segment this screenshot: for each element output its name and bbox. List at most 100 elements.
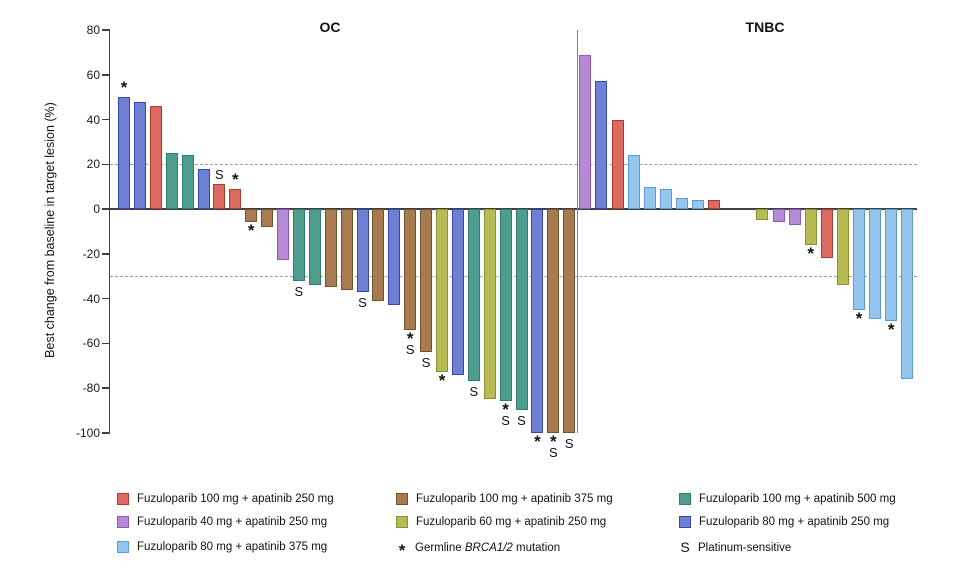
platinum-s-mark: S [421, 355, 431, 371]
y-tick-label: -40 [82, 291, 100, 306]
y-tick-label: 40 [86, 112, 100, 127]
brca-asterisk-mark: * [534, 431, 541, 451]
bar [261, 209, 274, 227]
bar [229, 188, 242, 209]
y-tick-label: -60 [82, 336, 100, 351]
legend-label: Fuzuloparib 40 mg + apatinib 250 mg [137, 516, 328, 528]
y-tick-mark [102, 432, 109, 434]
bar [869, 209, 882, 319]
legend-item: Fuzuloparib 80 mg + apatinib 375 mg [117, 541, 327, 553]
bar [627, 155, 640, 209]
legend-label: Fuzuloparib 100 mg + apatinib 375 mg [416, 493, 613, 505]
bar [772, 209, 785, 223]
bar [436, 209, 448, 373]
y-tick-label: -80 [82, 381, 100, 395]
panel-title-tnbc: TNBC [745, 19, 785, 35]
bar [788, 209, 801, 225]
bar [675, 197, 688, 209]
brca-asterisk-mark: * [438, 371, 446, 391]
platinum-s-mark: S [294, 283, 304, 299]
bar [804, 209, 817, 245]
bar [820, 209, 833, 259]
legend-label: Fuzuloparib 80 mg + apatinib 375 mg [137, 541, 328, 553]
legend-label: Platinum-sensitive [698, 541, 792, 554]
bar [118, 97, 130, 209]
legend-swatch-f80a375 [117, 541, 129, 553]
panel-divider [576, 30, 578, 433]
legend-swatch-f100a375 [396, 493, 408, 505]
brca-asterisk-mark: * [887, 319, 895, 339]
bar [181, 155, 194, 209]
x-baseline [108, 208, 917, 210]
platinum-s-mark: S [517, 413, 526, 429]
legend-label: Germline BRCA1/2 mutation [415, 541, 561, 554]
bar [388, 209, 401, 306]
y-tick-mark [102, 29, 109, 31]
legend-item: Fuzuloparib 80 mg + apatinib 250 mg [679, 516, 889, 528]
y-tick-mark [102, 387, 109, 389]
bar [451, 209, 464, 375]
y-axis-label: Best change from baseline in target lesi… [43, 102, 57, 358]
platinum-s-mark: S [215, 167, 224, 183]
bar [483, 209, 496, 400]
bar [708, 200, 721, 209]
bar [547, 209, 560, 433]
platinum-s-mark: S [469, 384, 479, 400]
bar [901, 209, 914, 380]
platinum-s-symbol: S [680, 539, 690, 555]
brca-asterisk-mark: * [855, 308, 863, 328]
bar [340, 209, 353, 290]
threshold-line [110, 163, 917, 165]
legend-item: Fuzuloparib 100 mg + apatinib 500 mg [679, 493, 896, 505]
brca-asterisk-mark: * [549, 431, 557, 451]
y-tick-mark [102, 297, 109, 300]
legend-swatch-f100a250 [117, 493, 129, 505]
legend-label: Fuzuloparib 100 mg + apatinib 500 mg [699, 493, 896, 505]
bar [659, 188, 672, 209]
legend-item: Fuzuloparib 100 mg + apatinib 375 mg [396, 493, 613, 505]
y-tick-label: -100 [75, 425, 100, 440]
bar [245, 209, 258, 223]
y-tick-mark [102, 74, 109, 76]
y-tick-label: 0 [93, 202, 100, 216]
panel-title-oc: OC [319, 19, 341, 35]
brca-asterisk-mark: * [120, 78, 128, 98]
bar [563, 209, 576, 433]
y-tick-mark [102, 208, 109, 210]
bar [692, 200, 704, 209]
bar [643, 186, 656, 209]
bar [756, 209, 769, 221]
bar [404, 209, 417, 330]
bar [308, 209, 321, 286]
bar [531, 209, 544, 433]
bar [149, 106, 162, 209]
legend-label: Fuzuloparib 100 mg + apatinib 250 mg [137, 493, 334, 505]
legend-item: Fuzuloparib 40 mg + apatinib 250 mg [117, 516, 327, 528]
legend-label: Fuzuloparib 60 mg + apatinib 250 mg [416, 516, 607, 528]
y-tick-label: 80 [86, 23, 100, 37]
bar [515, 209, 528, 411]
legend-swatch-f100a500 [679, 493, 691, 505]
bar [499, 209, 512, 402]
legend-swatch-f60a250 [396, 516, 408, 528]
bar [165, 153, 178, 209]
bar [885, 209, 898, 321]
brca-asterisk-mark: * [502, 400, 509, 420]
platinum-s-mark: S [501, 413, 510, 429]
platinum-s-mark: S [564, 435, 574, 451]
legend-label: Fuzuloparib 80 mg + apatinib 250 mg [699, 516, 890, 528]
y-tick-label: -20 [82, 246, 100, 261]
bar [467, 209, 480, 382]
y-tick-mark [102, 163, 109, 165]
legend-item: Fuzuloparib 60 mg + apatinib 250 mg [396, 516, 606, 528]
y-tick-mark [102, 342, 109, 344]
legend-swatch-f40a250 [117, 516, 129, 528]
y-tick-label: 20 [86, 157, 100, 172]
bar [213, 184, 226, 209]
bar [595, 81, 608, 209]
bar [579, 54, 592, 209]
bar [836, 209, 849, 286]
platinum-s-mark: S [405, 341, 415, 357]
y-axis-line [108, 29, 111, 434]
platinum-s-mark: S [358, 294, 367, 310]
